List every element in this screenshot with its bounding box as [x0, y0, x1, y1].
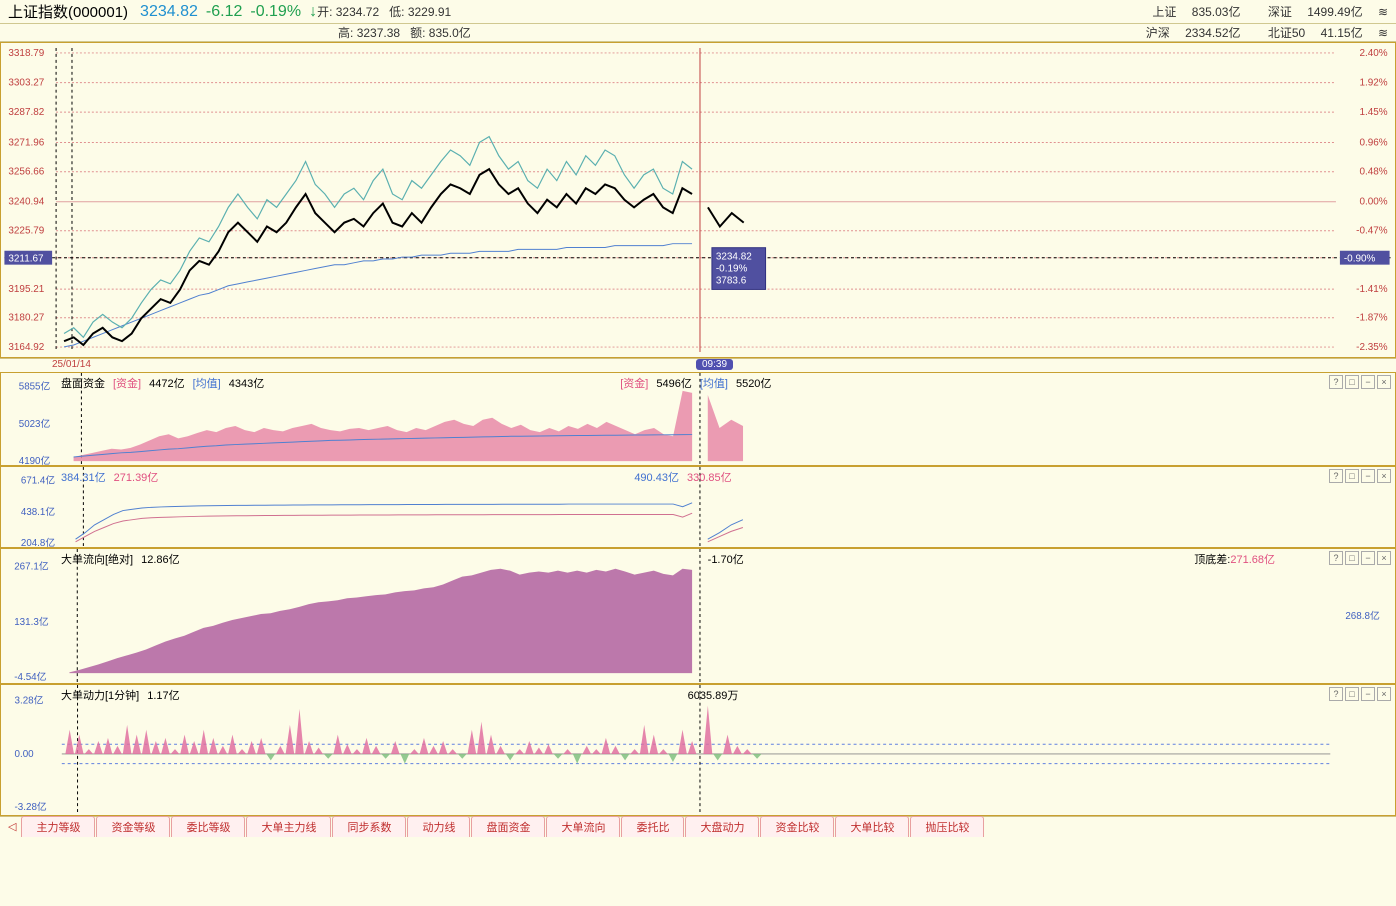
- current-price: 3234.82: [140, 3, 198, 21]
- svg-text:0.00%: 0.00%: [1359, 197, 1387, 208]
- minimize-icon[interactable]: −: [1361, 469, 1375, 483]
- close-icon[interactable]: ×: [1377, 551, 1391, 565]
- detach-icon[interactable]: □: [1345, 687, 1359, 701]
- svg-text:3164.92: 3164.92: [8, 342, 44, 353]
- svg-text:3318.79: 3318.79: [8, 48, 44, 59]
- tab-item[interactable]: 盘面资金: [471, 816, 545, 837]
- svg-text:5023亿: 5023亿: [19, 417, 51, 430]
- help-icon[interactable]: ?: [1329, 375, 1343, 389]
- panel4-right-label: 顶底差:271.68亿: [1194, 551, 1275, 567]
- svg-text:0.48%: 0.48%: [1359, 167, 1387, 178]
- tab-item[interactable]: 资金比较: [760, 816, 834, 837]
- panel-dual-line[interactable]: 384.31亿 271.39亿490.43亿 330.85亿 ? □ − × 6…: [0, 466, 1396, 548]
- low-label: 低: 3229.91: [389, 3, 451, 20]
- svg-text:4190亿: 4190亿: [19, 454, 51, 465]
- panel-funds[interactable]: 盘面资金[资金]4472亿[均值]4343亿[资金]5496亿[均值]5520亿…: [0, 372, 1396, 466]
- market-summary: 上证 835.03亿 深证 1499.49亿 ≋: [1128, 3, 1388, 20]
- svg-text:-1.41%: -1.41%: [1356, 284, 1388, 295]
- panel3-header: 384.31亿 271.39亿490.43亿 330.85亿: [53, 467, 740, 487]
- tab-item[interactable]: 同步系数: [332, 816, 406, 837]
- close-icon[interactable]: ×: [1377, 469, 1391, 483]
- svg-text:3287.82: 3287.82: [8, 107, 44, 118]
- arrow-icon: ↓: [309, 3, 317, 21]
- detach-icon[interactable]: □: [1345, 375, 1359, 389]
- svg-text:438.1亿: 438.1亿: [21, 505, 55, 518]
- svg-text:3195.21: 3195.21: [8, 284, 44, 295]
- panel5-header: 大单动力[1分钟] 1.17亿 6035.89万: [53, 685, 746, 705]
- svg-text:204.8亿: 204.8亿: [21, 536, 55, 547]
- date-label: 25/01/14: [52, 359, 91, 370]
- expand-icon[interactable]: ≋: [1378, 5, 1388, 19]
- panel4-controls: ? □ − ×: [1329, 551, 1391, 565]
- svg-text:1.92%: 1.92%: [1359, 78, 1387, 89]
- panel2-header: 盘面资金[资金]4472亿[均值]4343亿[资金]5496亿[均值]5520亿: [53, 373, 779, 393]
- svg-text:-2.35%: -2.35%: [1356, 342, 1388, 353]
- svg-text:-0.19%: -0.19%: [716, 264, 748, 275]
- help-icon[interactable]: ?: [1329, 687, 1343, 701]
- bottom-tabs: ◁主力等级资金等级委比等级大单主力线同步系数动力线盘面资金大单流向委托比大盘动力…: [0, 816, 1396, 836]
- svg-text:-0.47%: -0.47%: [1356, 226, 1388, 237]
- header-bar-2: 高: 3237.38 额: 835.0亿 沪深 2334.52亿 北证50 41…: [0, 24, 1396, 42]
- tab-item[interactable]: 委托比: [621, 816, 684, 837]
- svg-text:268.8亿: 268.8亿: [1345, 609, 1380, 622]
- index-name: 上证指数(000001): [8, 1, 128, 22]
- help-icon[interactable]: ?: [1329, 469, 1343, 483]
- svg-text:5855亿: 5855亿: [19, 380, 51, 393]
- minimize-icon[interactable]: −: [1361, 375, 1375, 389]
- svg-text:3303.27: 3303.27: [8, 78, 44, 89]
- svg-text:2.40%: 2.40%: [1359, 48, 1387, 59]
- svg-text:1.45%: 1.45%: [1359, 107, 1387, 118]
- open-label: 开: 3234.72: [317, 3, 379, 20]
- tab-item[interactable]: 大单比较: [835, 816, 909, 837]
- main-price-chart[interactable]: 3318.79 2.40% 3303.27 1.92% 3287.82 1.45% 3271…: [0, 42, 1396, 358]
- minimize-icon[interactable]: −: [1361, 551, 1375, 565]
- tab-item[interactable]: 抛压比较: [910, 816, 984, 837]
- time-axis: 25/01/14 09:39: [0, 358, 1396, 372]
- svg-text:-1.87%: -1.87%: [1356, 313, 1388, 324]
- tab-item[interactable]: 大盘动力: [685, 816, 759, 837]
- svg-text:3234.82: 3234.82: [716, 252, 752, 263]
- panel4-header: 大单流向[绝对] 12.86亿 -1.70亿: [53, 549, 752, 569]
- collapse-icon[interactable]: ≋: [1378, 26, 1388, 40]
- svg-text:671.4亿: 671.4亿: [21, 474, 55, 487]
- svg-text:-4.54亿: -4.54亿: [14, 670, 46, 683]
- tab-item[interactable]: 大单主力线: [246, 816, 331, 837]
- panel2-controls: ? □ − ×: [1329, 375, 1391, 389]
- tab-item[interactable]: 主力等级: [21, 816, 95, 837]
- svg-text:3180.27: 3180.27: [8, 313, 44, 324]
- detach-icon[interactable]: □: [1345, 551, 1359, 565]
- svg-text:3211.67: 3211.67: [8, 254, 44, 265]
- panel5-controls: ? □ − ×: [1329, 687, 1391, 701]
- svg-text:3271.96: 3271.96: [8, 137, 44, 148]
- svg-text:3256.66: 3256.66: [8, 167, 44, 178]
- minimize-icon[interactable]: −: [1361, 687, 1375, 701]
- svg-text:3225.79: 3225.79: [8, 226, 44, 237]
- header-bar: 上证指数(000001) 3234.82 -6.12 -0.19% ↓ 开: 3…: [0, 0, 1396, 24]
- help-icon[interactable]: ?: [1329, 551, 1343, 565]
- price-change: -6.12: [206, 3, 242, 21]
- panel-big-order-flow[interactable]: 大单流向[绝对] 12.86亿 -1.70亿 顶底差:271.68亿 ? □ −…: [0, 548, 1396, 684]
- svg-text:0.00: 0.00: [15, 749, 35, 760]
- panel-big-order-momentum[interactable]: 大单动力[1分钟] 1.17亿 6035.89万 ? □ − × 3.28亿 0.…: [0, 684, 1396, 816]
- tab-item[interactable]: 委比等级: [171, 816, 245, 837]
- close-icon[interactable]: ×: [1377, 375, 1391, 389]
- svg-text:3240.94: 3240.94: [8, 197, 44, 208]
- svg-text:3783.6: 3783.6: [716, 275, 747, 286]
- svg-text:3.28亿: 3.28亿: [15, 694, 44, 707]
- price-change-pct: -0.19%: [250, 3, 301, 21]
- svg-text:131.3亿: 131.3亿: [14, 615, 49, 628]
- tab-item[interactable]: 资金等级: [96, 816, 170, 837]
- svg-text:-3.28亿: -3.28亿: [15, 800, 47, 813]
- close-icon[interactable]: ×: [1377, 687, 1391, 701]
- svg-text:267.1亿: 267.1亿: [14, 560, 49, 573]
- svg-text:0.96%: 0.96%: [1359, 137, 1387, 148]
- panel3-controls: ? □ − ×: [1329, 469, 1391, 483]
- tab-item[interactable]: 大单流向: [546, 816, 620, 837]
- svg-text:-0.90%: -0.90%: [1344, 254, 1376, 265]
- time-marker: 09:39: [696, 359, 733, 370]
- tab-item[interactable]: 动力线: [407, 816, 470, 837]
- detach-icon[interactable]: □: [1345, 469, 1359, 483]
